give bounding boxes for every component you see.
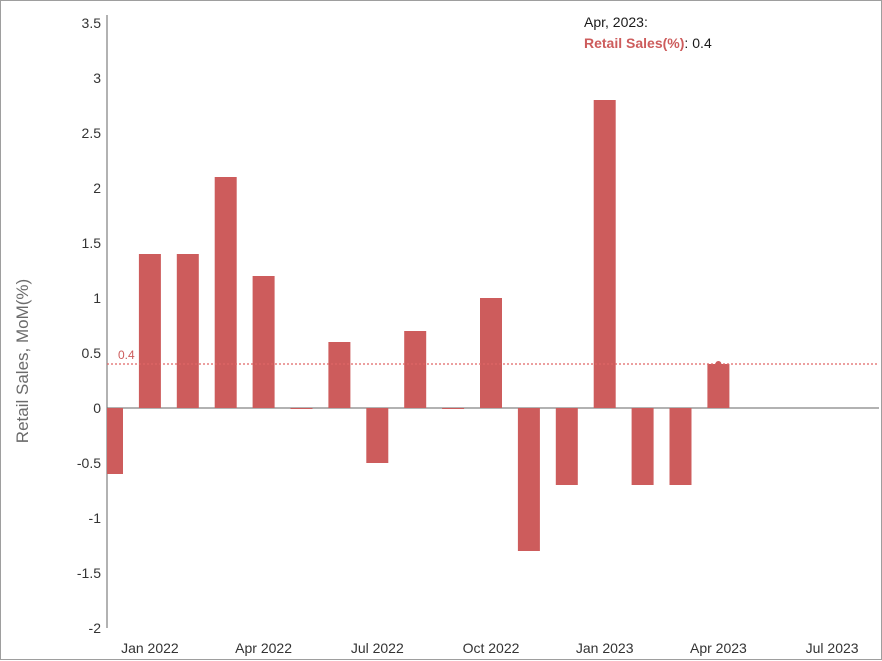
bar bbox=[480, 298, 502, 408]
bars bbox=[107, 100, 730, 551]
y-tick-label: 0 bbox=[93, 400, 101, 416]
y-tick-label: -1 bbox=[89, 510, 102, 526]
bar bbox=[107, 408, 123, 474]
bar bbox=[593, 100, 616, 408]
y-tick-label: -1.5 bbox=[77, 565, 101, 581]
bar bbox=[328, 342, 351, 408]
y-tick-label: 1.5 bbox=[82, 235, 102, 251]
y-tick-label: 3.5 bbox=[82, 15, 102, 31]
x-tick-label: Jan 2023 bbox=[576, 640, 634, 656]
reference-line-label: 0.4 bbox=[118, 348, 135, 362]
x-tick-label: Jul 2022 bbox=[351, 640, 404, 656]
x-tick-label: Jan 2022 bbox=[121, 640, 179, 656]
bar bbox=[442, 408, 465, 409]
y-tick-label: -0.5 bbox=[77, 455, 101, 471]
y-tick-label: 2.5 bbox=[82, 125, 102, 141]
bar bbox=[517, 408, 540, 551]
bar bbox=[176, 254, 199, 408]
bar bbox=[404, 331, 427, 408]
y-axis: 3.5 3 2.5 2 1.5 1 0.5 0 -0.5 -1 -1.5 -2 bbox=[77, 15, 108, 636]
bar bbox=[252, 276, 275, 408]
reference-line-group: 0.4 bbox=[107, 348, 879, 367]
bar bbox=[366, 408, 389, 463]
x-tick-label: Oct 2022 bbox=[463, 640, 520, 656]
y-axis-title: Retail Sales, MoM(%) bbox=[13, 279, 32, 443]
bar bbox=[555, 408, 578, 485]
tooltip-body: Retail Sales(%): 0.4 bbox=[584, 35, 712, 51]
bar bbox=[631, 408, 654, 485]
tooltip-title: Apr, 2023: bbox=[584, 14, 648, 30]
tooltip[interactable]: Apr, 2023: Retail Sales(%): 0.4 bbox=[584, 14, 712, 51]
highlight-point bbox=[715, 361, 722, 367]
tooltip-series-label: Retail Sales(%) bbox=[584, 35, 684, 51]
tooltip-value: 0.4 bbox=[692, 35, 712, 51]
x-tick-label: Apr 2023 bbox=[690, 640, 747, 656]
bar bbox=[214, 177, 237, 408]
x-tick-label: Jul 2023 bbox=[806, 640, 859, 656]
y-tick-label: 3 bbox=[93, 70, 101, 86]
bar bbox=[707, 364, 730, 408]
bar bbox=[669, 408, 692, 485]
y-tick-label: 2 bbox=[93, 180, 101, 196]
y-tick-label: 1 bbox=[93, 290, 101, 306]
y-tick-label: 0.5 bbox=[82, 345, 102, 361]
bar bbox=[138, 254, 161, 408]
x-axis: Jan 2022 Apr 2022 Jul 2022 Oct 2022 Jan 2023… bbox=[107, 407, 879, 656]
y-tick-label: -2 bbox=[89, 620, 102, 636]
bar bbox=[290, 408, 313, 409]
tooltip-separator: : bbox=[684, 35, 688, 51]
x-tick-label: Apr 2022 bbox=[235, 640, 292, 656]
